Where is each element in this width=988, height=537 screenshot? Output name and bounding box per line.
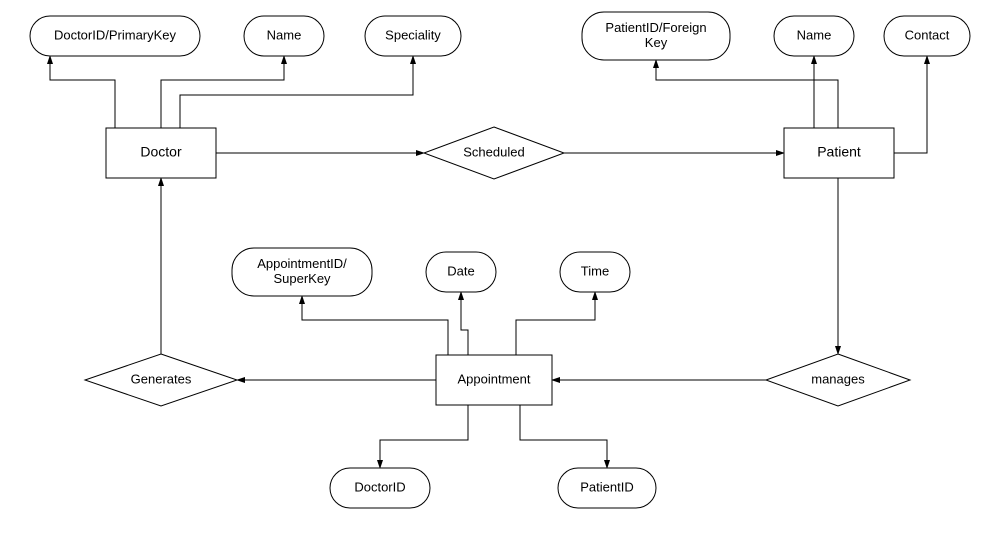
manages-rel: manages	[766, 354, 910, 406]
generates-rel-label: Generates	[131, 371, 192, 386]
edge	[161, 56, 284, 128]
patientid-attr-label-0: PatientID/Foreign	[605, 20, 706, 35]
time-attr: Time	[560, 252, 630, 292]
generates-rel: Generates	[85, 354, 237, 406]
contact-attr-label: Contact	[905, 27, 950, 42]
doctor-name-attr-label: Name	[267, 27, 302, 42]
doctorid2-attr-label: DoctorID	[354, 479, 405, 494]
doctor-entity: Doctor	[106, 128, 216, 178]
patientid2-attr: PatientID	[558, 468, 656, 508]
speciality-attr-label: Speciality	[385, 27, 441, 42]
appointment-entity-label: Appointment	[458, 371, 531, 386]
patient-entity-label: Patient	[817, 144, 861, 160]
doctorid-attr: DoctorID/PrimaryKey	[30, 16, 200, 56]
manages-rel-label: manages	[811, 371, 865, 386]
contact-attr: Contact	[884, 16, 970, 56]
edge	[302, 296, 448, 355]
doctor-entity-label: Doctor	[140, 144, 182, 160]
date-attr: Date	[426, 252, 496, 292]
doctorid-attr-label: DoctorID/PrimaryKey	[54, 27, 177, 42]
edge	[50, 56, 115, 128]
edge	[656, 60, 814, 128]
er-diagram: DoctorID/PrimaryKey Name Speciality Patient…	[0, 0, 988, 537]
date-attr-label: Date	[447, 263, 474, 278]
edge	[520, 405, 607, 468]
edge	[461, 292, 468, 355]
patient-name-attr: Name	[774, 16, 854, 56]
scheduled-rel-label: Scheduled	[463, 144, 524, 159]
edge	[380, 405, 468, 468]
apptid-attr-label-1: SuperKey	[273, 271, 331, 286]
patientid2-attr-label: PatientID	[580, 479, 633, 494]
apptid-attr: AppointmentID/SuperKey	[232, 248, 372, 296]
edge	[516, 292, 595, 355]
scheduled-rel: Scheduled	[424, 127, 564, 179]
apptid-attr-label-0: AppointmentID/	[257, 256, 347, 271]
edge	[894, 56, 927, 153]
edge	[814, 56, 838, 128]
appointment-entity: Appointment	[436, 355, 552, 405]
patient-name-attr-label: Name	[797, 27, 832, 42]
patientid-attr-label-1: Key	[645, 35, 668, 50]
patient-entity: Patient	[784, 128, 894, 178]
doctorid2-attr: DoctorID	[330, 468, 430, 508]
edge	[180, 56, 413, 128]
doctor-name-attr: Name	[244, 16, 324, 56]
speciality-attr: Speciality	[365, 16, 461, 56]
patientid-attr: PatientID/ForeignKey	[582, 12, 730, 60]
time-attr-label: Time	[581, 263, 609, 278]
